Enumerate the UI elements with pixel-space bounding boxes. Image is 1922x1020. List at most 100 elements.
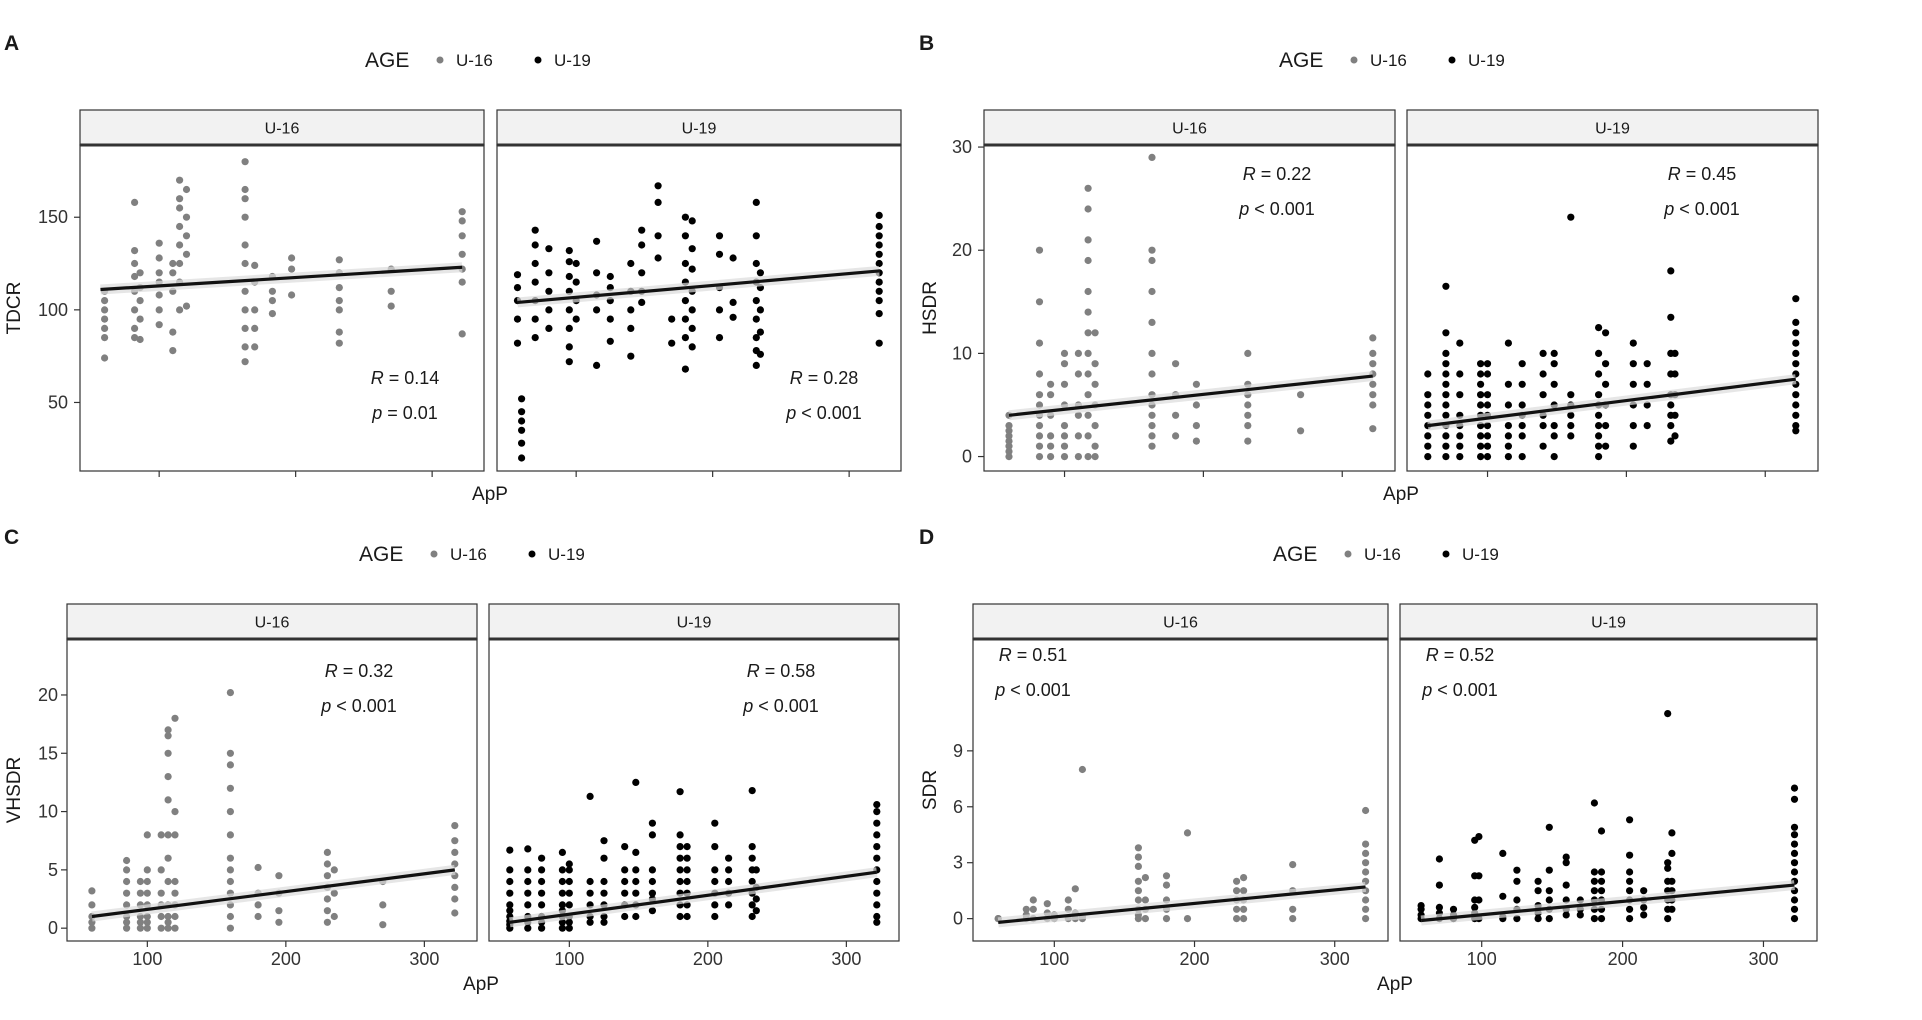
- data-point: [565, 258, 573, 266]
- data-point: [1629, 442, 1637, 450]
- panel-letter: C: [4, 526, 19, 549]
- data-point: [241, 185, 249, 194]
- data-point: [1792, 339, 1800, 347]
- data-point: [1539, 422, 1547, 430]
- data-point: [226, 761, 234, 769]
- facet-strip-label: U-19: [677, 615, 712, 632]
- facet-strip: [1399, 603, 1818, 640]
- facet-u-16: U-16 R = 0.22 p < 0.001 0 10 20 30: [952, 109, 1396, 477]
- data-point: [1590, 799, 1598, 807]
- data-point: [1289, 915, 1297, 923]
- data-point: [688, 343, 696, 351]
- data-point: [506, 889, 514, 897]
- data-point: [157, 831, 165, 839]
- data-point: [1134, 896, 1142, 904]
- data-point: [606, 337, 614, 345]
- data-point: [1192, 422, 1200, 430]
- data-point: [275, 872, 283, 880]
- facet-u-19: U-19 R = 0.52 p < 0.001 100 200 300: [1399, 603, 1818, 969]
- data-point: [632, 848, 640, 857]
- panel-letter: D: [919, 526, 934, 549]
- data-point: [1667, 422, 1675, 430]
- data-point: [752, 361, 760, 369]
- data-point: [1792, 427, 1800, 435]
- y-tick-label: 0: [48, 918, 58, 938]
- data-point: [1064, 896, 1072, 904]
- data-point: [621, 843, 629, 851]
- data-point: [1567, 422, 1575, 430]
- data-point: [715, 306, 724, 314]
- data-point: [136, 315, 144, 323]
- r-value: = 0.51: [1012, 645, 1068, 665]
- data-point: [1362, 915, 1370, 923]
- data-point: [1078, 765, 1086, 774]
- data-point: [1289, 861, 1297, 869]
- data-point: [1602, 442, 1610, 450]
- data-point: [1091, 360, 1099, 368]
- data-point: [1664, 859, 1672, 867]
- data-point: [1597, 868, 1606, 876]
- data-point: [538, 889, 546, 897]
- p-symbol: p: [785, 403, 796, 423]
- data-point: [586, 889, 594, 897]
- data-point: [1597, 887, 1606, 895]
- data-point: [1162, 915, 1171, 923]
- data-point: [681, 365, 690, 373]
- data-point: [873, 854, 881, 862]
- plot-area: [79, 144, 485, 472]
- data-point: [688, 306, 696, 314]
- data-point: [176, 241, 184, 249]
- data-point: [1047, 442, 1055, 450]
- data-point: [379, 901, 387, 909]
- data-point: [1035, 422, 1044, 430]
- data-point: [1567, 213, 1575, 221]
- data-point: [565, 866, 573, 874]
- data-point: [1244, 437, 1252, 445]
- data-point: [131, 334, 139, 342]
- data-point: [524, 889, 532, 897]
- data-point: [1091, 453, 1099, 461]
- data-point: [176, 204, 184, 212]
- data-point: [748, 877, 756, 886]
- data-point: [1148, 370, 1156, 378]
- data-point: [632, 778, 640, 787]
- data-point: [1562, 853, 1570, 861]
- r-annotation: R = 0.51: [999, 645, 1068, 665]
- data-point: [1035, 298, 1044, 306]
- data-point: [101, 324, 109, 332]
- data-point: [518, 454, 526, 462]
- data-point: [752, 334, 760, 342]
- data-point: [1483, 391, 1492, 399]
- data-point: [688, 217, 696, 225]
- p-annotation: p < 0.001: [1421, 680, 1498, 700]
- data-point: [1424, 453, 1432, 461]
- data-point: [1456, 453, 1464, 461]
- data-point: [164, 854, 172, 862]
- data-point: [1595, 370, 1603, 378]
- data-point: [171, 912, 179, 921]
- data-point: [164, 912, 172, 921]
- data-point: [875, 310, 883, 318]
- data-point: [1545, 823, 1553, 831]
- facet-u-16: U-16 R = 0.51 p < 0.001 100 200 300 0 3 6 9: [953, 603, 1389, 969]
- data-point: [1084, 453, 1092, 461]
- data-point: [538, 854, 546, 862]
- data-point: [1035, 339, 1044, 347]
- y-tick-label: 10: [952, 343, 972, 363]
- p-annotation: p < 0.001: [994, 680, 1071, 700]
- data-point: [123, 924, 131, 932]
- data-point: [1369, 360, 1377, 368]
- data-point: [1602, 360, 1610, 368]
- data-point: [164, 749, 172, 757]
- data-point: [1148, 411, 1156, 419]
- data-point: [518, 426, 526, 434]
- data-point: [681, 213, 690, 221]
- data-point: [1148, 442, 1156, 450]
- data-point: [241, 259, 249, 268]
- data-point: [1513, 896, 1521, 904]
- p-value: < 0.001: [1249, 199, 1315, 219]
- data-point: [1792, 295, 1800, 303]
- data-point: [164, 924, 172, 932]
- data-point: [1074, 411, 1082, 419]
- data-point: [101, 315, 109, 323]
